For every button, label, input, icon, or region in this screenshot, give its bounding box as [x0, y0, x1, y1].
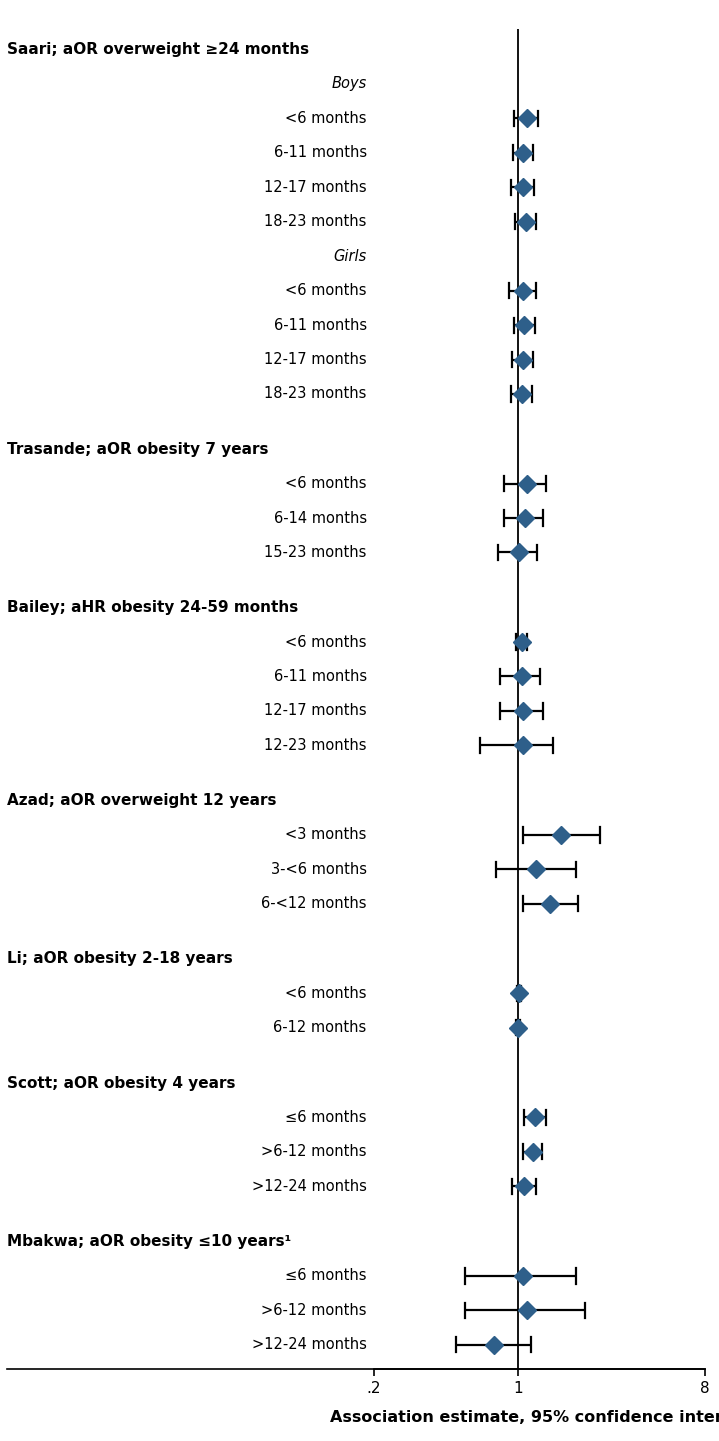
- Text: Trasande; aOR obesity 7 years: Trasande; aOR obesity 7 years: [7, 441, 269, 457]
- X-axis label: Association estimate, 95% confidence interval: Association estimate, 95% confidence int…: [329, 1409, 719, 1425]
- Text: 6-<12 months: 6-<12 months: [261, 896, 367, 911]
- Text: 12-17 months: 12-17 months: [264, 180, 367, 195]
- Text: 18-23 months: 18-23 months: [265, 386, 367, 402]
- Text: 12-23 months: 12-23 months: [264, 738, 367, 752]
- Text: Mbakwa; aOR obesity ≤10 years¹: Mbakwa; aOR obesity ≤10 years¹: [7, 1233, 291, 1249]
- Text: 12-17 months: 12-17 months: [264, 352, 367, 367]
- Text: Girls: Girls: [334, 249, 367, 264]
- Text: 6-11 months: 6-11 months: [273, 146, 367, 160]
- Text: <6 months: <6 months: [285, 111, 367, 125]
- Text: ≤6 months: ≤6 months: [285, 1268, 367, 1284]
- Text: Saari; aOR overweight ≥24 months: Saari; aOR overweight ≥24 months: [7, 42, 309, 58]
- Text: >6-12 months: >6-12 months: [261, 1303, 367, 1319]
- Text: 6-11 months: 6-11 months: [273, 669, 367, 684]
- Text: 18-23 months: 18-23 months: [265, 215, 367, 229]
- Text: >6-12 months: >6-12 months: [261, 1144, 367, 1160]
- Text: Boys: Boys: [331, 76, 367, 91]
- Text: Bailey; aHR obesity 24-59 months: Bailey; aHR obesity 24-59 months: [7, 599, 298, 615]
- Text: <6 months: <6 months: [285, 634, 367, 650]
- Text: ≤6 months: ≤6 months: [285, 1110, 367, 1125]
- Text: >12-24 months: >12-24 months: [252, 1337, 367, 1352]
- Text: <6 months: <6 months: [285, 476, 367, 491]
- Text: 6-14 months: 6-14 months: [273, 510, 367, 526]
- Text: 15-23 months: 15-23 months: [265, 545, 367, 561]
- Text: <3 months: <3 months: [285, 827, 367, 843]
- Text: <6 months: <6 months: [285, 986, 367, 1001]
- Text: 6-12 months: 6-12 months: [273, 1020, 367, 1036]
- Text: Li; aOR obesity 2-18 years: Li; aOR obesity 2-18 years: [7, 951, 233, 967]
- Text: 3-<6 months: 3-<6 months: [270, 862, 367, 878]
- Text: 12-17 months: 12-17 months: [264, 703, 367, 719]
- Text: Azad; aOR overweight 12 years: Azad; aOR overweight 12 years: [7, 793, 277, 808]
- Text: <6 months: <6 months: [285, 282, 367, 298]
- Text: Scott; aOR obesity 4 years: Scott; aOR obesity 4 years: [7, 1075, 236, 1091]
- Text: >12-24 months: >12-24 months: [252, 1179, 367, 1193]
- Text: 6-11 months: 6-11 months: [273, 317, 367, 333]
